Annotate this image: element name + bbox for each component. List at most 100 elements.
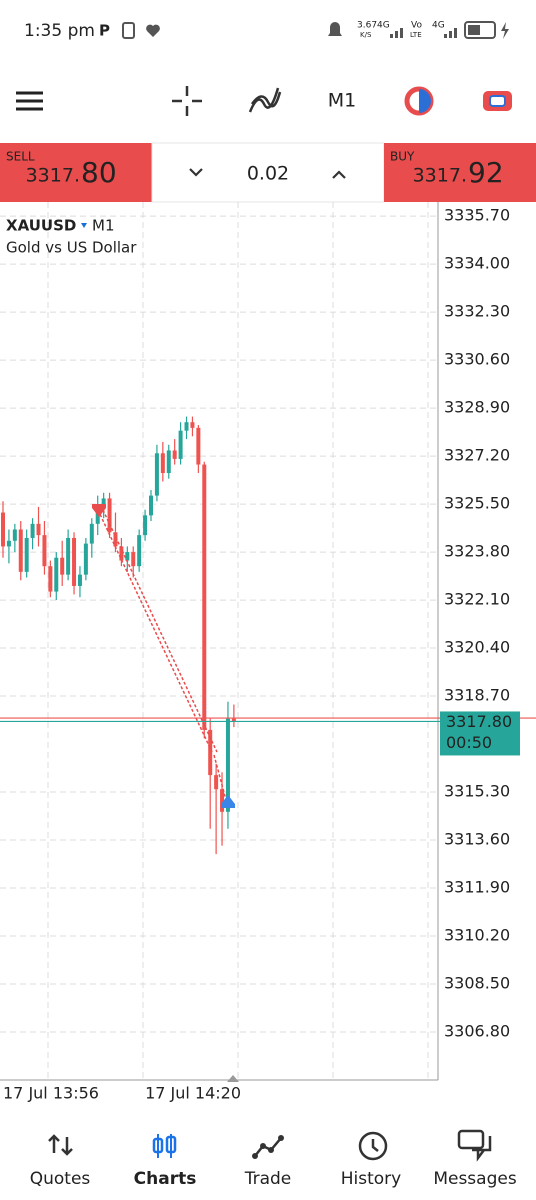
candle-body (101, 498, 106, 505)
history-icon (371, 1139, 379, 1152)
y-tick-label: 3330.60 (444, 350, 510, 369)
y-tick-label: 3318.70 (444, 686, 510, 705)
signal-icon (444, 28, 457, 38)
candle-body (36, 523, 41, 536)
y-tick-label: 3313.60 (444, 830, 510, 849)
y-tick-label: 3334.00 (444, 254, 510, 273)
volume[interactable]: 0.02 (247, 163, 289, 185)
battery-icon (464, 21, 496, 39)
symbol-dropdown[interactable] (81, 223, 87, 228)
buy-price: 3317. (413, 165, 467, 187)
candle-body (42, 535, 47, 567)
chart-timeframe: M1 (92, 217, 115, 235)
candle-body (24, 537, 29, 572)
y-tick-label: 3323.80 (444, 542, 510, 561)
y-tick-label: 3322.10 (444, 590, 510, 609)
sell-price: 3317. (26, 165, 80, 187)
candle-body (184, 422, 189, 431)
signal-icon (390, 28, 403, 38)
net-speed-unit: K/S (360, 31, 372, 39)
trade-icon (252, 1153, 258, 1159)
indicators-button[interactable] (248, 87, 282, 113)
y-tick-label: 3328.90 (444, 398, 510, 417)
candle-body (131, 552, 136, 567)
timeframe-button[interactable]: M1 (328, 90, 356, 112)
buy-button[interactable] (384, 143, 536, 202)
candle-body (220, 789, 225, 812)
nav-item[interactable]: Messages (433, 1169, 517, 1189)
history-icon (358, 1131, 388, 1161)
charts-icon (152, 1137, 164, 1154)
chart (0, 202, 438, 1080)
candle-body (143, 515, 148, 536)
candle-body (1, 512, 5, 547)
x-tick-label: 17 Jul 13:56 (3, 1084, 99, 1103)
mute-icon (328, 22, 342, 36)
battery-level (468, 25, 480, 35)
y-tick-label: 3308.50 (444, 974, 510, 993)
candle-body (149, 495, 153, 516)
account-icon (489, 95, 506, 107)
candle-body (72, 537, 77, 586)
candle-body (231, 718, 236, 722)
candle-body (66, 537, 71, 575)
bid-price: 3317.80 (446, 712, 512, 731)
candle-body (30, 523, 35, 538)
nav-item[interactable]: Quotes (30, 1169, 91, 1189)
candle-body (137, 535, 142, 567)
trade-connection (97, 509, 227, 801)
candle-body (18, 529, 23, 572)
volume-down[interactable] (189, 168, 203, 177)
candle-body (208, 729, 213, 776)
menu-button[interactable] (16, 91, 43, 111)
candle-body (166, 450, 171, 474)
charts-icon (165, 1135, 177, 1154)
trade-icon (268, 1147, 274, 1153)
nav-item[interactable]: Charts (134, 1169, 197, 1189)
candle-body (125, 552, 130, 561)
bid-tag (440, 711, 520, 756)
sell-price-big: 80 (81, 156, 117, 189)
y-tick-label: 3327.20 (444, 446, 510, 465)
candle-body (202, 464, 207, 730)
x-tick-label: 17 Jul 14:20 (145, 1084, 241, 1103)
volte: Vo (411, 21, 422, 31)
candle-body (60, 557, 65, 575)
charging-icon (501, 22, 509, 39)
net-type: 4G (432, 21, 445, 31)
status-time: 1:35 pm (24, 21, 95, 41)
trade-button-half (419, 89, 431, 113)
crosshair-button[interactable] (172, 86, 202, 116)
candle-body (83, 543, 88, 575)
trade-icon (278, 1135, 284, 1141)
nav-bar (0, 1108, 536, 1200)
sell-arrow (92, 504, 106, 517)
candle-body (77, 574, 82, 586)
candle-body (48, 566, 53, 592)
symbol-description: Gold vs US Dollar (6, 239, 137, 257)
candle-body (107, 498, 112, 533)
messages-icon (457, 1129, 485, 1150)
nav-item[interactable]: History (341, 1169, 401, 1189)
quotes-icon (48, 1134, 73, 1156)
symbol: XAUUSD (6, 217, 76, 235)
candle-body (6, 540, 11, 547)
status-icon (122, 22, 135, 39)
y-tick-label: 3332.30 (444, 302, 510, 321)
candle-body (172, 450, 177, 459)
nav-item[interactable]: Trade (244, 1169, 292, 1189)
buy-price-big: 92 (468, 156, 504, 189)
trade-icon (254, 1137, 282, 1157)
volume-up[interactable] (332, 170, 346, 179)
y-tick-label: 3335.70 (444, 206, 510, 225)
sell-button[interactable] (0, 143, 152, 202)
candle-body (214, 775, 219, 790)
net-speed: 3.67 (357, 21, 377, 31)
y-tick-label: 3310.20 (444, 926, 510, 945)
status-icon: P (99, 22, 110, 40)
candle-body (119, 546, 124, 561)
time-marker (227, 1075, 239, 1082)
trade-icon (260, 1143, 266, 1149)
